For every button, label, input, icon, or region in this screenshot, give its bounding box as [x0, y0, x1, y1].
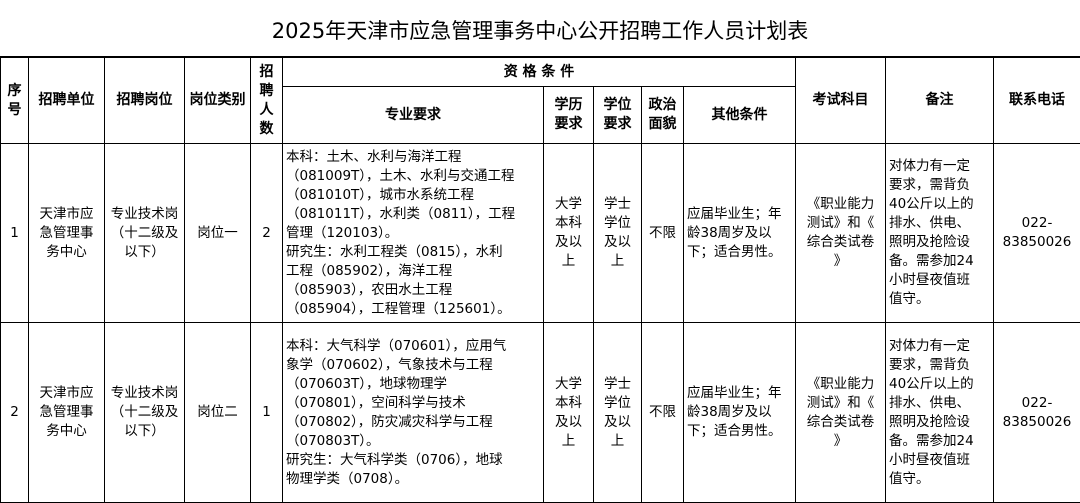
- header-category: 岗位类别: [185, 58, 251, 144]
- header-phone: 联系电话: [994, 58, 1080, 144]
- cell-phone: 022- 83850026: [994, 323, 1080, 503]
- cell-count: 2: [251, 144, 283, 323]
- header-seq: 序 号: [1, 58, 29, 144]
- cell-remarks: 对体力有一定 要求，需背负 40公斤以上的 排水、供电、 照明及抢险设 备。需参…: [886, 144, 994, 323]
- cell-unit: 天津市应 急管理事 务中心: [29, 323, 105, 503]
- cell-remarks: 对体力有一定 要求，需背负 40公斤以上的 排水、供电、 照明及抢险设 备。需参…: [886, 323, 994, 503]
- cell-count: 1: [251, 323, 283, 503]
- cell-exam: 《职业能力 测试》和《 综合类试卷 》: [796, 144, 886, 323]
- header-unit: 招聘单位: [29, 58, 105, 144]
- cell-other: 应届毕业生；年 龄38周岁及以 下；适合男性。: [684, 144, 796, 323]
- header-remarks: 备注: [886, 58, 994, 144]
- cell-category: 岗位一: [185, 144, 251, 323]
- header-major: 专业要求: [283, 87, 544, 144]
- cell-major: 本科：大气科学（070601），应用气 象学（070602），气象技术与工程 （…: [283, 323, 544, 503]
- header-exam: 考试科目: [796, 58, 886, 144]
- header-count: 招 聘 人 数: [251, 58, 283, 144]
- cell-political: 不限: [642, 323, 684, 503]
- header-post: 招聘岗位: [105, 58, 185, 144]
- page-title: 2025年天津市应急管理事务中心公开招聘工作人员计划表: [0, 0, 1080, 57]
- cell-post: 专业技术岗 （十二级及 以下）: [105, 144, 185, 323]
- table-row: 2 天津市应 急管理事 务中心 专业技术岗 （十二级及 以下） 岗位二 1 本科…: [1, 323, 1080, 503]
- cell-seq: 2: [1, 323, 29, 503]
- cell-education: 大学 本科 及以 上: [544, 144, 594, 323]
- cell-political: 不限: [642, 144, 684, 323]
- cell-degree: 学士 学位 及以 上: [594, 323, 642, 503]
- cell-seq: 1: [1, 144, 29, 323]
- header-qualifications: 资 格 条 件: [283, 58, 796, 87]
- header-degree: 学位 要求: [594, 87, 642, 144]
- table-row: 1 天津市应 急管理事 务中心 专业技术岗 （十二级及 以下） 岗位一 2 本科…: [1, 144, 1080, 323]
- header-education: 学历 要求: [544, 87, 594, 144]
- cell-other: 应届毕业生；年 龄38周岁及以 下；适合男性。: [684, 323, 796, 503]
- cell-post: 专业技术岗 （十二级及 以下）: [105, 323, 185, 503]
- cell-exam: 《职业能力 测试》和《 综合类试卷 》: [796, 323, 886, 503]
- cell-phone: 022- 83850026: [994, 144, 1080, 323]
- cell-unit: 天津市应 急管理事 务中心: [29, 144, 105, 323]
- cell-major: 本科：土木、水利与海洋工程 （081009T），土木、水利与交通工程 （0810…: [283, 144, 544, 323]
- cell-education: 大学 本科 及以 上: [544, 323, 594, 503]
- cell-degree: 学士 学位 及以 上: [594, 144, 642, 323]
- cell-category: 岗位二: [185, 323, 251, 503]
- header-other: 其他条件: [684, 87, 796, 144]
- header-political: 政治 面貌: [642, 87, 684, 144]
- header-row: 序 号 招聘单位 招聘岗位 岗位类别 招 聘 人 数 资 格 条 件 考试科目 …: [1, 58, 1080, 87]
- recruitment-table: 序 号 招聘单位 招聘岗位 岗位类别 招 聘 人 数 资 格 条 件 考试科目 …: [0, 57, 1080, 503]
